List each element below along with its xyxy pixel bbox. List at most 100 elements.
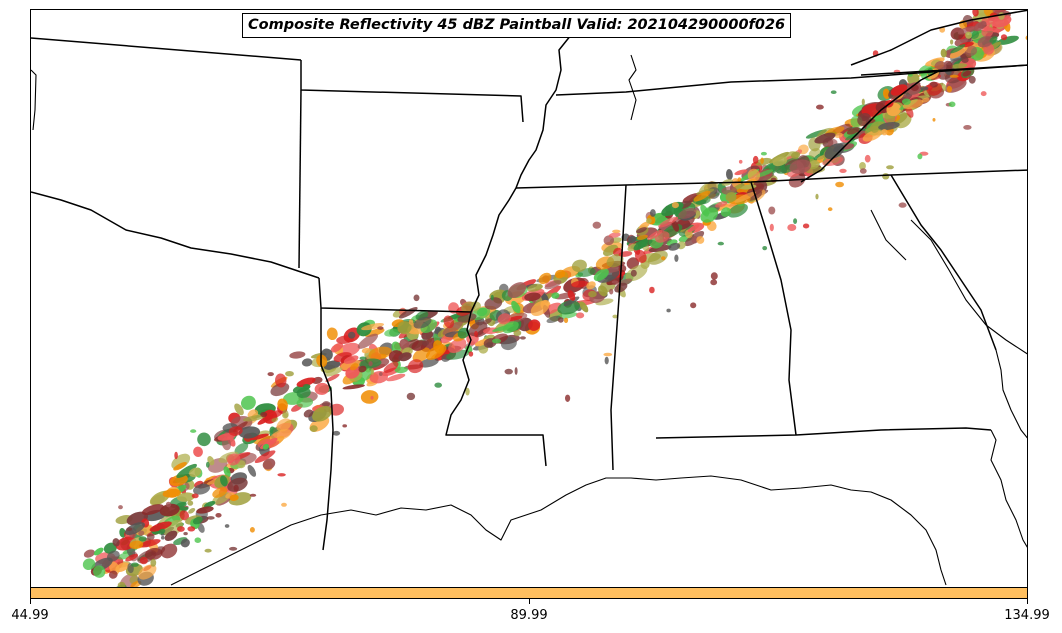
paintball-blob — [646, 218, 652, 224]
paintball-blob — [223, 466, 231, 478]
paintball-blob — [948, 101, 956, 108]
paintball-blob — [614, 282, 628, 293]
paintball-blob — [229, 546, 238, 551]
paintball-blob — [169, 474, 188, 487]
paintball-blob — [309, 425, 318, 432]
paintball-blob — [768, 206, 776, 215]
paintball-blob — [608, 232, 621, 238]
paintball-blob — [164, 530, 178, 542]
paintball-blob — [612, 314, 618, 319]
paintball-blob — [996, 35, 1019, 45]
paintball-blob — [345, 366, 360, 379]
paintball-blob — [348, 331, 356, 339]
paintball-blob — [482, 318, 492, 325]
paintball-blob — [921, 97, 930, 103]
paintball-blob — [963, 125, 972, 130]
paintball-blob — [815, 193, 819, 200]
paintball-blob — [379, 372, 383, 376]
paintball-blob — [544, 280, 562, 290]
paintball-blob — [639, 221, 650, 230]
paintball-blob — [349, 363, 359, 371]
paintball-blob — [474, 330, 478, 338]
paintball-blob — [332, 430, 341, 436]
paintball-blob — [359, 356, 367, 360]
paintball-blob — [725, 192, 737, 202]
paintball-blob — [654, 231, 670, 243]
paintball-blob — [262, 443, 270, 450]
paintball-blob — [946, 85, 953, 93]
paintball-blob — [407, 359, 424, 374]
paintball-blob — [504, 368, 513, 375]
paintball-blob — [977, 35, 994, 48]
paintball-blob — [468, 351, 474, 357]
paintball-blob — [282, 412, 289, 419]
paintball-blob — [83, 549, 95, 558]
paintball-blob — [276, 418, 292, 432]
colorbar-tick-mark — [30, 599, 31, 604]
paintball-blob — [342, 384, 365, 390]
paintball-blob — [898, 202, 907, 208]
paintball-blob — [859, 168, 867, 174]
paintball-blob — [727, 203, 748, 218]
reflectivity-map — [31, 10, 1027, 596]
paintball-blob — [787, 224, 797, 231]
paintball-blob — [158, 528, 166, 535]
paintball-blob — [191, 493, 199, 499]
paintball-blob — [125, 553, 138, 562]
paintball-blob — [604, 356, 609, 365]
paintball-blob — [964, 45, 978, 56]
paintball-blob — [557, 300, 580, 315]
colorbar-tick-min: 44.99 — [11, 608, 49, 623]
paintball-blob — [408, 319, 414, 325]
paintball-blob — [289, 351, 306, 359]
paintball-blob — [159, 503, 180, 517]
paintball-blob — [465, 387, 470, 396]
paintball-blob — [238, 426, 261, 439]
paintball-blob — [696, 236, 705, 244]
paintball-blob — [361, 322, 385, 331]
paintball-blob — [247, 464, 257, 477]
paintball-blob — [434, 382, 443, 388]
paintball-blob — [647, 229, 663, 241]
paintball-blob — [633, 239, 649, 251]
paintball-blob — [296, 387, 311, 399]
paintball-blob — [370, 368, 375, 375]
paintball-blob — [567, 290, 576, 301]
paintball-blob — [832, 145, 845, 152]
map-title: Composite Reflectivity 45 dBZ Paintball … — [242, 13, 792, 38]
paintball-blob — [301, 358, 313, 367]
paintball-blob — [138, 530, 145, 536]
paintball-blob — [161, 535, 165, 540]
paintball-blob — [691, 235, 699, 244]
paintball-blob — [228, 426, 243, 436]
paintball-blob — [586, 281, 596, 290]
paintball-blob — [814, 132, 836, 144]
paintball-blob — [687, 224, 700, 233]
colorbar-tick-mid: 89.99 — [510, 608, 548, 623]
paintball-blob — [514, 367, 518, 375]
paintball-blob — [920, 86, 929, 91]
paintball-blob — [658, 216, 679, 228]
paintball-blob — [296, 397, 314, 408]
paintball-blob — [397, 321, 412, 335]
paintball-blob — [139, 556, 148, 565]
paintball-blob — [285, 371, 294, 377]
paintball-blob — [179, 510, 190, 521]
paintball-blob — [627, 235, 637, 244]
paintball-blob — [115, 562, 130, 573]
paintball-blob — [772, 156, 788, 167]
paintball-blob — [968, 75, 976, 84]
paintball-blob — [265, 410, 283, 419]
paintball-blob — [189, 467, 202, 478]
paintball-blob — [233, 484, 239, 492]
paintball-blob — [793, 218, 798, 225]
paintball-blob — [254, 450, 276, 463]
paintball-blob — [636, 234, 648, 240]
paintball-blob — [592, 221, 601, 229]
paintball-blob — [635, 227, 647, 234]
paintball-blob — [527, 283, 543, 292]
paintball-blob — [650, 209, 656, 217]
paintball-blob — [672, 220, 679, 232]
coastline-icon — [31, 54, 1027, 586]
paintball-blob — [368, 361, 373, 367]
